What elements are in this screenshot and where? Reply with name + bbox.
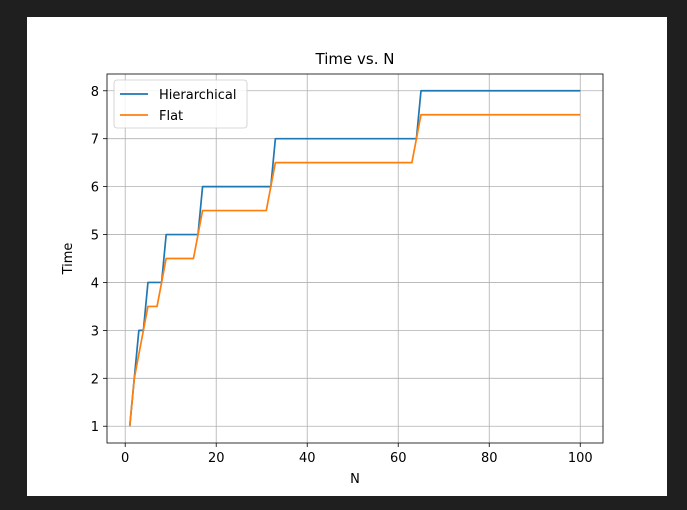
x-axis-label: N (350, 472, 360, 487)
chart-title: Time vs. N (315, 50, 395, 68)
y-tick-label: 7 (91, 133, 99, 148)
plot-frame (106, 73, 604, 444)
x-tick-label: 60 (390, 451, 407, 466)
y-axis-label: Time (61, 243, 76, 276)
legend-label: Hierarchical (159, 88, 236, 103)
x-tick-label: 80 (481, 451, 498, 466)
y-tick-label: 3 (91, 324, 99, 339)
series-line-hierarchical (128, 89, 581, 427)
y-tick-label: 2 (91, 372, 99, 387)
legend: Hierarchical Flat (113, 79, 248, 129)
x-tick-label: 0 (121, 451, 129, 466)
series-line-flat (128, 113, 581, 427)
legend-box (113, 79, 248, 129)
chart-canvas: 0 20 40 60 80 100 1 2 3 4 5 6 7 8 Time vs. N N Time H… (61, 50, 604, 487)
chart-figure: 0 20 40 60 80 100 1 2 3 4 5 6 7 8 Time vs. N N Time H… (27, 17, 667, 496)
axis-ticks: 0 20 40 60 80 100 1 2 3 4 5 6 7 8 (91, 85, 593, 466)
x-tick-label: 20 (208, 451, 225, 466)
x-tick-label: 40 (299, 451, 316, 466)
y-tick-label: 5 (91, 229, 99, 244)
series-lines (128, 89, 581, 427)
legend-label: Flat (159, 109, 183, 124)
x-tick-label: 100 (568, 451, 593, 466)
y-tick-label: 1 (91, 420, 99, 435)
y-tick-label: 8 (91, 85, 99, 100)
y-tick-label: 6 (91, 181, 99, 196)
y-tick-label: 4 (91, 276, 99, 291)
